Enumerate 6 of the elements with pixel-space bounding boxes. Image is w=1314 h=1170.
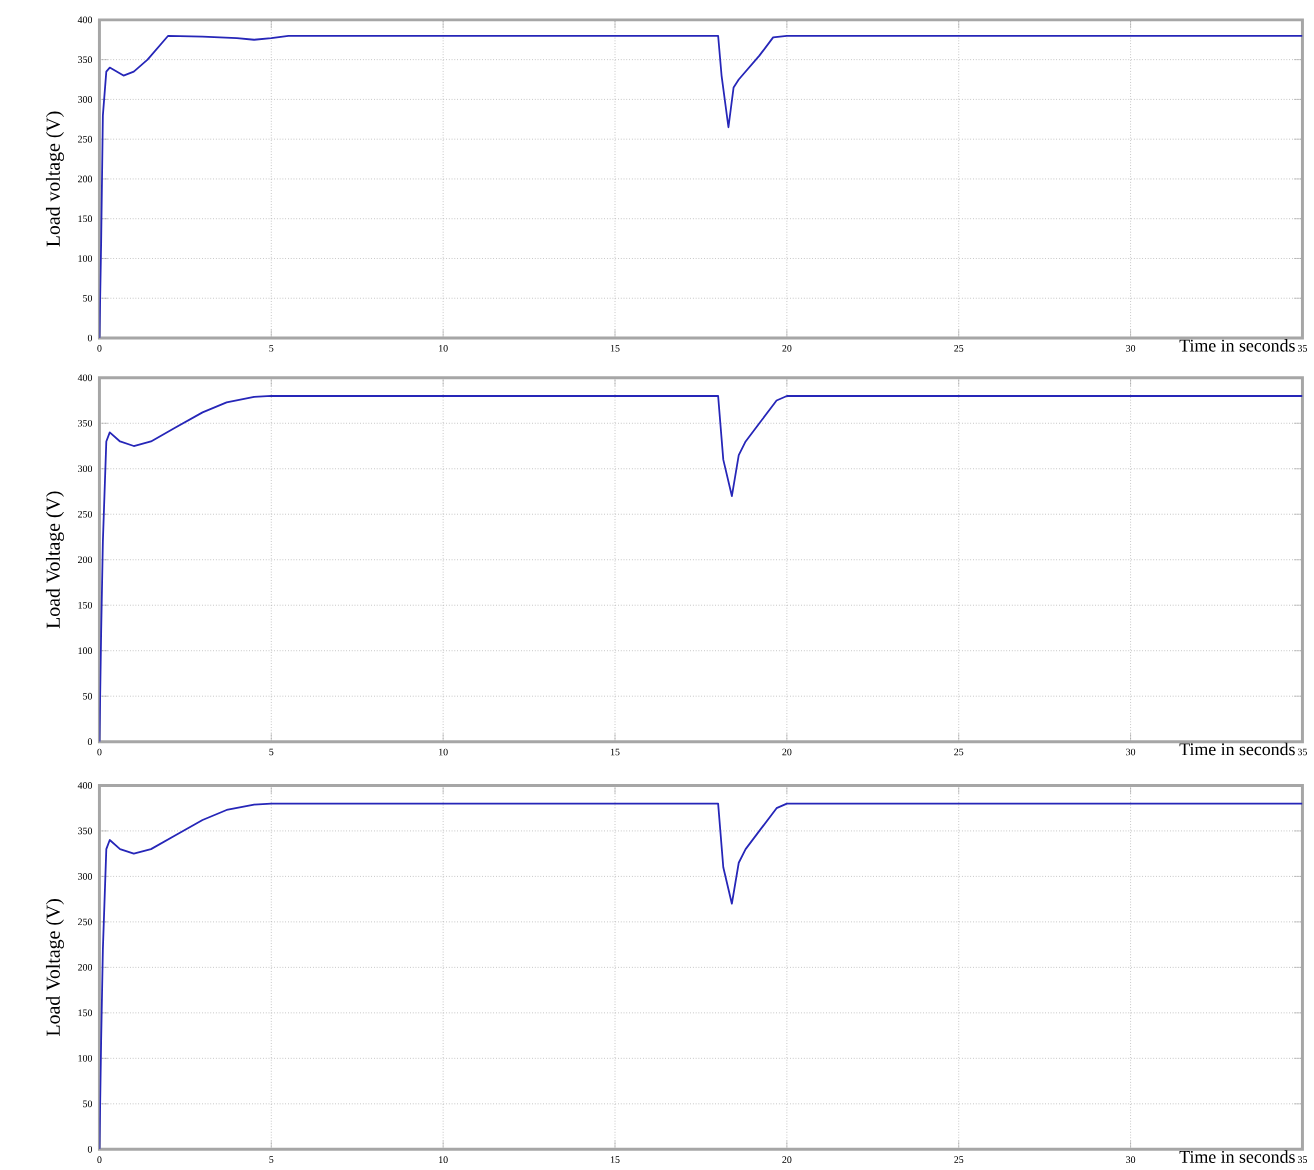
y-axis-title: Load Voltage (V) xyxy=(45,491,64,629)
y-axis-title: Load voltage (V) xyxy=(45,111,64,247)
y-axis-title: Load Voltage (V) xyxy=(45,899,64,1037)
x-axis-title: Time in seconds xyxy=(1179,742,1295,756)
x-axis-title: Time in seconds xyxy=(1179,339,1295,352)
x-axis-title: Time in seconds xyxy=(1179,1150,1295,1164)
